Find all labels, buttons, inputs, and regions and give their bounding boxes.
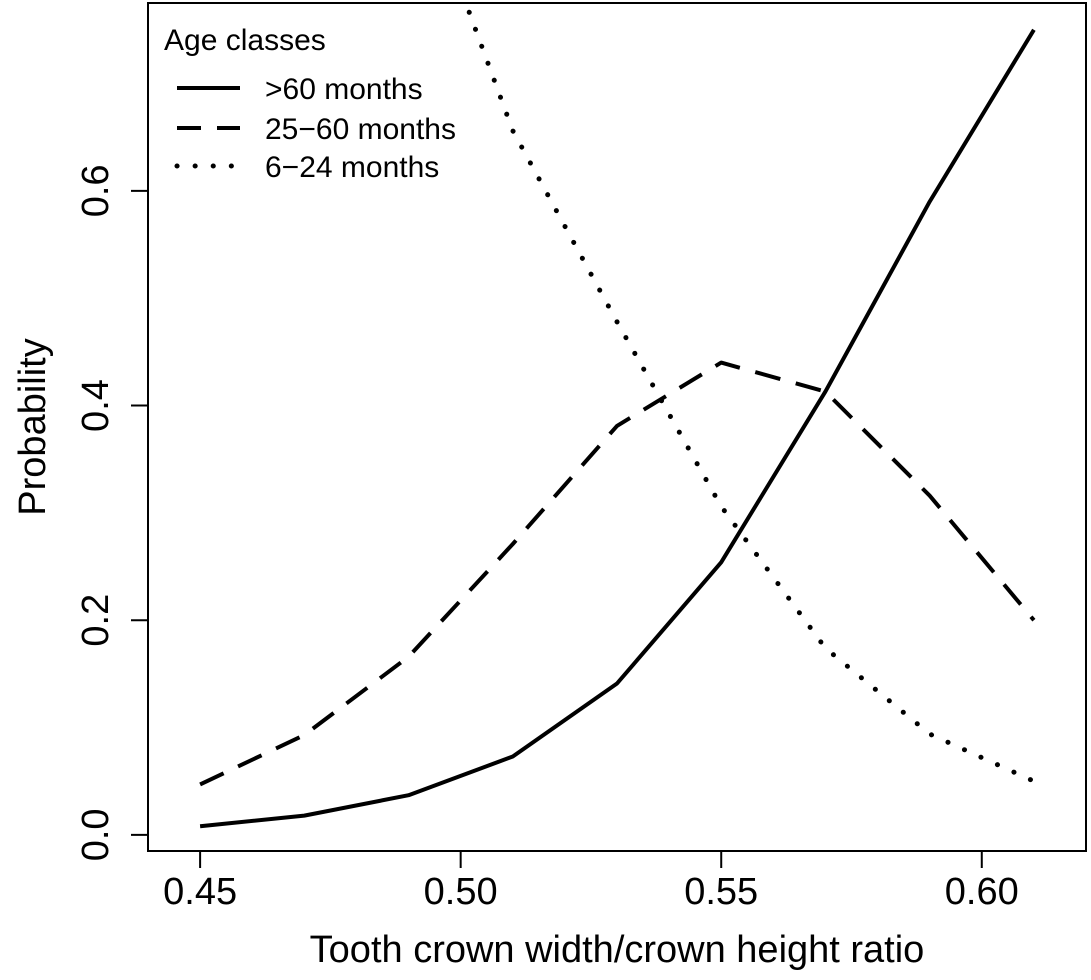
x-tick-label: 0.50 [424, 871, 498, 913]
legend: Age classes >60 months 25−60 months 6−24 m… [164, 24, 456, 184]
x-axis: 0.45 0.50 0.55 0.60 [163, 850, 1019, 913]
x-tick-label: 0.45 [163, 871, 237, 913]
series-line-3 [463, 3, 1037, 784]
series-line-1 [199, 28, 1036, 829]
y-tick-label: 0.6 [75, 164, 117, 217]
x-tick-label: 0.60 [945, 871, 1019, 913]
x-tick-label: 0.55 [684, 871, 758, 913]
legend-label-2: 25−60 months [265, 113, 456, 146]
legend-label-3: 6−24 months [265, 151, 439, 184]
y-axis: 0.0 0.2 0.4 0.6 [75, 164, 149, 861]
y-tick-label: 0.2 [75, 594, 117, 647]
x-axis-label: Tooth crown width/crown height ratio [310, 929, 925, 971]
legend-label-1: >60 months [265, 73, 423, 106]
y-tick-label: 0.4 [75, 379, 117, 432]
series-layer [199, 3, 1037, 829]
series-line-2 [199, 360, 1036, 787]
y-tick-label: 0.0 [75, 808, 117, 861]
legend-title: Age classes [164, 24, 326, 57]
y-axis-label: Probability [12, 338, 54, 515]
